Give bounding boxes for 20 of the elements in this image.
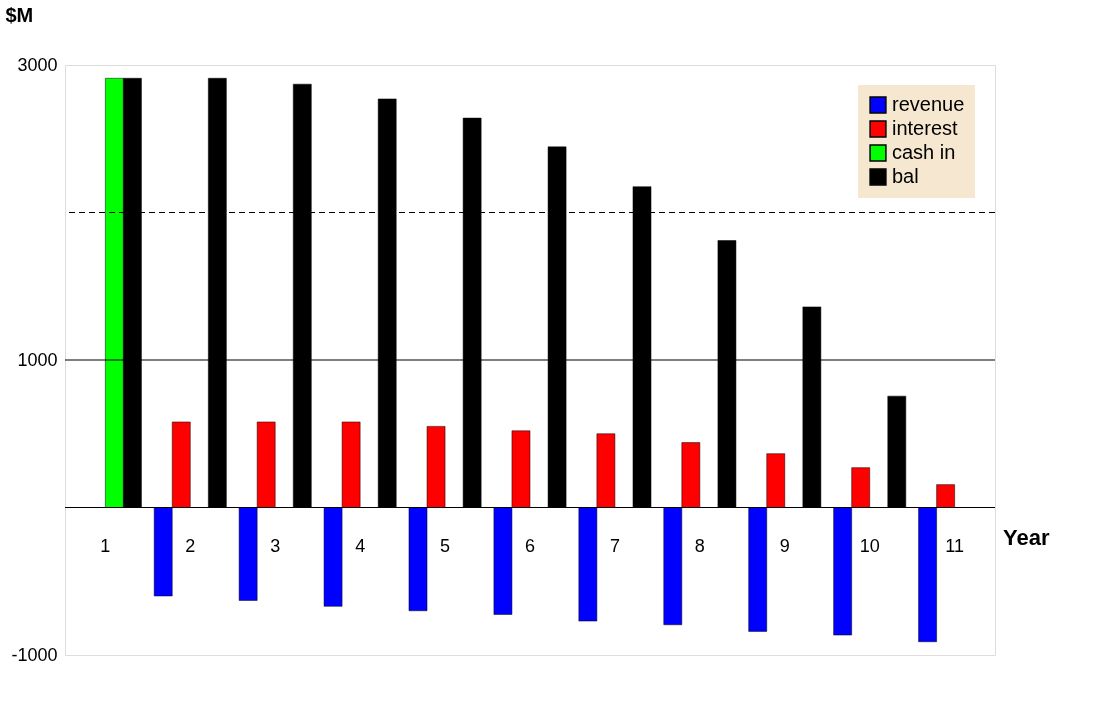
x-tick-label: 9	[779, 535, 790, 556]
x-tick-label: 4	[355, 535, 366, 556]
legend-label: cash in	[892, 141, 956, 163]
y-tick-label: 1000	[17, 349, 58, 370]
x-tick-label: 6	[524, 535, 536, 556]
x-tick-label: 11	[945, 535, 964, 556]
y-tick-label: -1000	[11, 644, 58, 665]
legend-label: revenue	[892, 93, 965, 115]
x-tick-label: 10	[859, 535, 880, 556]
legend-label: interest	[892, 117, 959, 139]
y-tick-label: 3000	[17, 54, 58, 75]
x-tick-label: 1	[100, 535, 111, 556]
x-tick-label: 7	[609, 535, 620, 556]
x-tick-label: 5	[440, 535, 451, 556]
legend-label: bal	[892, 165, 919, 187]
x-tick-label: 8	[694, 535, 705, 556]
x-tick-label: 3	[270, 535, 281, 556]
x-tick-label: 2	[185, 535, 196, 556]
x-axis-title: Year	[1003, 524, 1050, 550]
y-axis-title: $M	[5, 3, 34, 26]
